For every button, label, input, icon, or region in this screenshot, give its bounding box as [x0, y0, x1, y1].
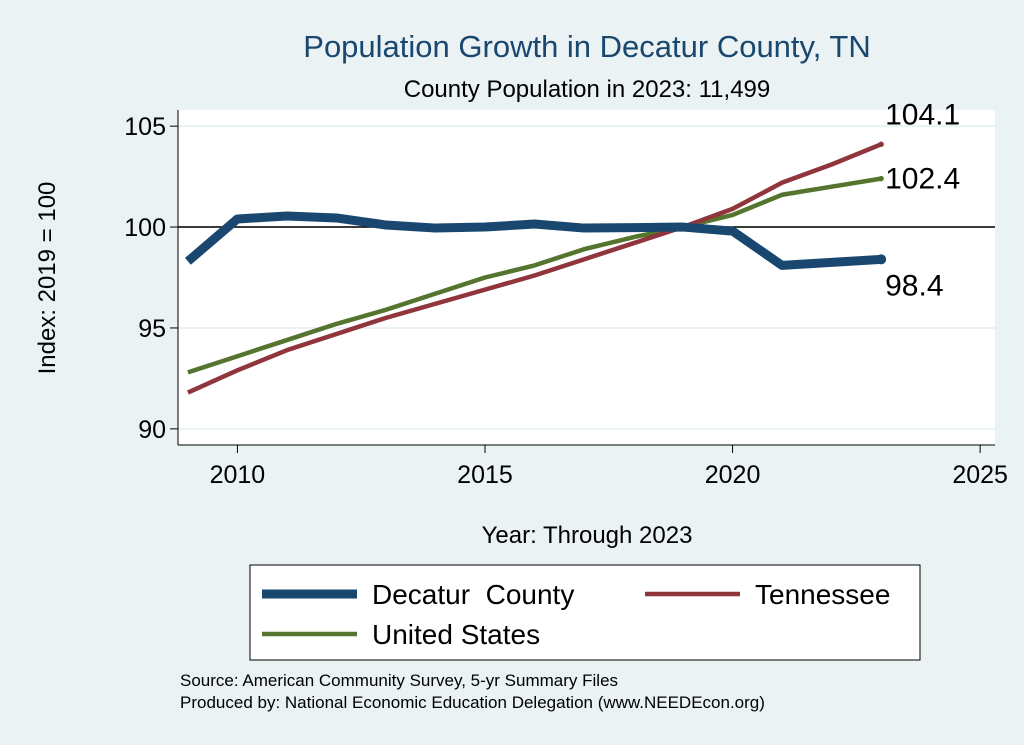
y-tick-label: 105: [124, 113, 166, 141]
producer-note: Produced by: National Economic Education…: [180, 693, 765, 712]
end-label: 98.4: [885, 269, 943, 302]
end-label: 104.1: [885, 98, 960, 131]
end-label: 102.4: [885, 163, 960, 196]
legend-box: [249, 564, 921, 661]
x-tick-label: 2010: [210, 461, 266, 489]
x-tick-label: 2025: [952, 461, 1008, 489]
x-axis-label: Year: Through 2023: [482, 522, 693, 549]
legend-label: Decatur County: [372, 579, 574, 610]
legend-label: United States: [372, 619, 540, 650]
series-end-point: [878, 141, 884, 148]
chart-title: Population Growth in Decatur County, TN: [303, 29, 870, 64]
chart-subtitle: County Population in 2023: 11,499: [404, 76, 771, 103]
series-end-point: [876, 254, 887, 265]
y-tick-label: 100: [124, 214, 166, 242]
y-tick-label: 95: [138, 315, 166, 343]
series-line-tennessee: [186, 142, 882, 395]
x-tick-label: 2020: [705, 461, 761, 489]
y-tick-label: 90: [138, 416, 166, 444]
series-line-decatur-county: [184, 211, 882, 270]
source-note: Source: American Community Survey, 5-yr …: [180, 671, 618, 690]
y-axis-label: Index: 2019 = 100: [34, 182, 61, 375]
x-tick-label: 2015: [457, 461, 513, 489]
series-end-point: [878, 175, 884, 182]
legend-label: Tennessee: [755, 579, 890, 610]
series-line-united-states: [187, 176, 882, 375]
plot-area: [178, 110, 995, 445]
